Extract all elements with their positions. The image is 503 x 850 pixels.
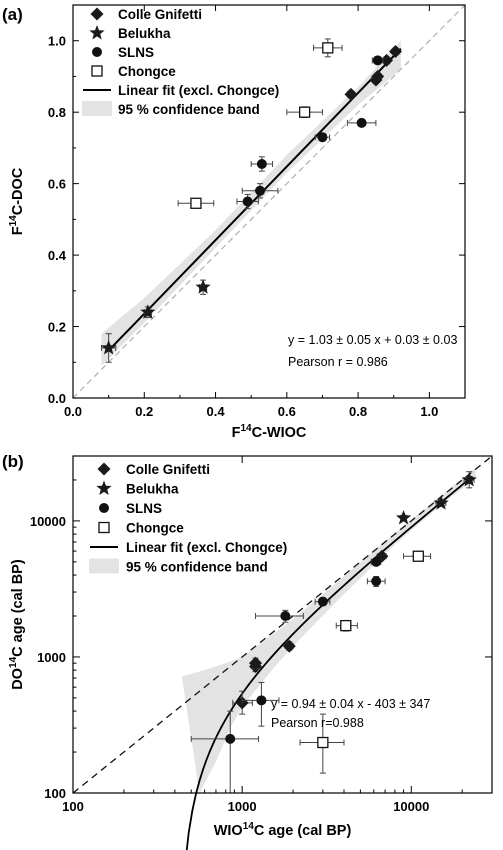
panel-a-y-tick-label: 0.8 <box>48 105 66 120</box>
panel-a-fit-equation: y = 1.03 ± 0.05 x + 0.03 ± 0.03 <box>288 333 457 347</box>
panel-b-slns-point-1 <box>225 733 236 744</box>
panel-a-chongce-point-2 <box>298 106 311 118</box>
panel-a-x-tick-label: 0.2 <box>135 404 153 419</box>
panel-b-legend-label: Colle Gnifetti <box>126 462 210 477</box>
panel-a-points-layer <box>101 38 403 363</box>
panel-a-label: (a) <box>2 5 23 24</box>
panel-b-legend-label: SLNS <box>126 501 162 516</box>
panel-b-legend-swatch <box>98 521 110 534</box>
panel-b-slns-point-3 <box>280 611 291 622</box>
panel-b-band-layer <box>181 467 476 793</box>
panel-b-legend-swatch <box>97 462 111 476</box>
panel-b-slns-point-5 <box>371 576 382 587</box>
panel-b-slns-point-2 <box>256 695 267 706</box>
panel-b-legend: Colle Gnifetti Belukha SLNS Chongce Linear f… <box>89 462 287 575</box>
panel-a-legend-label: Linear fit (excl. Chongce) <box>118 83 279 98</box>
panel-b-x-tick-label: 1000 <box>228 799 257 814</box>
panel-a-chongce-point-3 <box>322 42 334 54</box>
panel-b-y-tick-label: 1000 <box>37 650 66 665</box>
panel-b-legend-label: Linear fit (excl. Chongce) <box>126 540 287 555</box>
panel-b-belukha-point-3 <box>461 471 477 487</box>
panel-a-identity-line <box>72 4 466 399</box>
panel-a-legend-swatch <box>90 7 104 21</box>
panel-a-colle-gnifetti-point-4 <box>380 53 394 67</box>
panel-b-legend-swatch <box>89 558 119 574</box>
panel-a-slns-point-5 <box>356 117 367 128</box>
panel-a-belukha-point-1 <box>101 339 117 355</box>
panel-a-x-axis-label: F14C-WIOC <box>232 423 307 441</box>
panel-a-legend-swatch <box>89 25 105 40</box>
panel-a-pearson-r: Pearson r = 0.986 <box>288 355 388 369</box>
panel-b-pearson-r: Pearson r=0.988 <box>271 716 364 730</box>
panel-a-chongce-point-1 <box>190 197 202 209</box>
panel-b-x-tick-label: 100 <box>62 799 84 814</box>
panel-b-x-tick-label: 10000 <box>393 799 429 814</box>
panel-a-legend-label: Belukha <box>118 26 171 41</box>
panel-a-colle-gnifetti-point-5 <box>389 44 403 58</box>
panel-b-legend-swatch <box>96 480 112 495</box>
panel-b-fit-line <box>185 475 474 850</box>
panel-b-identity-layer <box>72 455 493 794</box>
panel-a-legend-swatch <box>82 101 112 116</box>
panel-b-chongce-point-3 <box>412 550 424 562</box>
panel-b-colle-gnifetti-point-3 <box>249 656 263 670</box>
panel-a-slns-point-3 <box>256 158 267 169</box>
panel-a-legend-label: 95 % confidence band <box>118 102 260 117</box>
panel-b-y-tick-label: 10000 <box>30 514 66 529</box>
panel-b-identity-line <box>72 455 493 794</box>
panel-b-x-axis-label: WIO14C age (cal BP) <box>214 821 352 839</box>
panel-b-fit-layer <box>185 475 474 850</box>
panel-a-identity-layer <box>72 4 466 399</box>
panel-a-legend-swatch <box>91 65 103 77</box>
panel-a-colle-gnifetti-point-1 <box>344 87 358 101</box>
panel-b-y-axis-label: DO14C age (cal BP) <box>8 559 26 690</box>
panel-b-slns-point-6 <box>371 556 382 567</box>
panel-b-slns-point-4 <box>317 596 328 607</box>
panel-a-slns-point-2 <box>255 185 266 196</box>
panel-b-legend-label: Chongce <box>126 521 184 536</box>
panel-a-y-tick-label: 0.6 <box>48 177 66 192</box>
panel-b-belukha-point-1 <box>395 510 412 525</box>
panel-b-label: (b) <box>2 452 24 471</box>
panel-a-y-tick-label: 1.0 <box>48 34 66 49</box>
panel-a-x-tick-label: 0.6 <box>278 404 296 419</box>
panel-a-legend-label: Chongce <box>118 64 176 79</box>
panel-b-legend-swatch <box>99 503 109 513</box>
panel-b-y-tick-label: 100 <box>44 786 66 801</box>
panel-a-y-axis-label: F14C-DOC <box>8 167 26 235</box>
panel-a-legend: Colle Gnifetti Belukha SLNS Chongce Linear f… <box>82 7 279 117</box>
panel-a-legend-swatch <box>92 47 102 57</box>
panel-a-plot-frame <box>72 4 466 399</box>
panel-a-y-tick-label: 0.0 <box>48 391 66 406</box>
panel-a-slns-point-1 <box>242 196 253 207</box>
panel-b-legend-label: 95 % confidence band <box>126 560 268 575</box>
panel-b-chongce-point-1 <box>317 736 329 749</box>
panel-a-belukha-point-2 <box>140 304 156 319</box>
panel-a-x-tick-label: 0.8 <box>349 404 367 419</box>
panel-a: (a) 0.00.0 0.2 0.2 0.4 0.4 0.6 0.6 0.8 0.8 1.0 1.0… <box>2 4 466 441</box>
panel-b-belukha-point-2 <box>433 495 449 510</box>
panel-b-legend-label: Belukha <box>126 482 179 497</box>
panel-b-fit-equation: y = 0.94 ± 0.04 x - 403 ± 347 <box>271 697 430 711</box>
panel-b-confidence-band <box>181 467 476 793</box>
panel-a-colle-gnifetti-point-3 <box>371 69 385 83</box>
panel-a-x-tick-label: 0.0 <box>64 404 82 419</box>
panel-a-ticks-layer: 0.00.0 0.2 0.2 0.4 0.4 0.6 0.6 0.8 0.8 1.0 1.0 <box>48 5 465 419</box>
panel-b-plot-frame <box>72 455 493 794</box>
panel-a-slns-point-4 <box>317 132 328 143</box>
panel-b-points-layer <box>190 471 477 794</box>
panel-a-slns-point-6 <box>372 55 383 66</box>
panel-a-x-tick-label: 1.0 <box>420 404 438 419</box>
panel-a-legend-label: SLNS <box>118 45 154 60</box>
panel-b-chongce-point-2 <box>340 619 352 632</box>
panel-a-belukha-point-3 <box>195 279 211 294</box>
panel-a-y-tick-label: 0.4 <box>48 248 67 263</box>
panel-a-legend-label: Colle Gnifetti <box>118 7 202 22</box>
panel-b-colle-gnifetti-point-4 <box>282 639 296 653</box>
panel-a-x-tick-label: 0.4 <box>207 404 226 419</box>
panel-a-y-tick-label: 0.2 <box>48 320 66 335</box>
